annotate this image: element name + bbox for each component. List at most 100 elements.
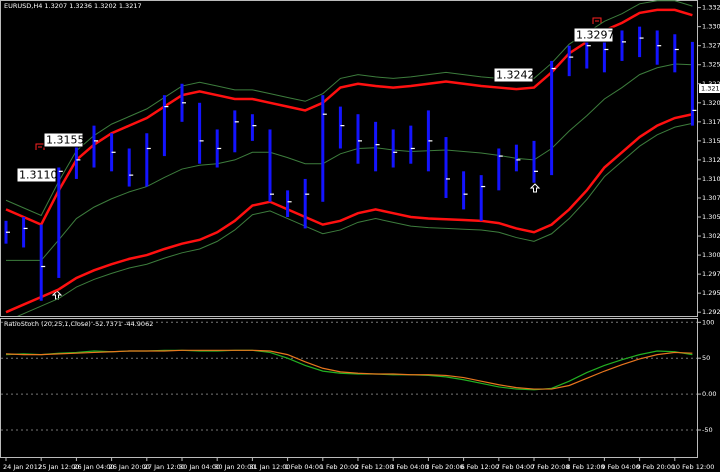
x-tick-label: 27 Jan 12:00 (144, 463, 185, 471)
bar-range (638, 26, 642, 58)
annotation: 1.3110 (19, 169, 58, 182)
bar-range (550, 60, 554, 176)
bar-range (268, 129, 272, 202)
bar-range (673, 34, 677, 73)
series-line (5, 349, 693, 390)
bar-range (356, 114, 360, 164)
x-tick-label: 31 Jan 12:00 (249, 463, 290, 471)
bar-range (655, 30, 659, 65)
annotation: 1.3242 (496, 69, 535, 82)
bar-range (567, 45, 571, 77)
bar-range (321, 95, 325, 202)
y-tick-label: 1.3150 (702, 137, 720, 145)
bar-range (39, 224, 43, 301)
bar-range (690, 41, 694, 126)
y-tick-label: 100 (702, 318, 714, 326)
y-tick-label: 1.2925 (702, 308, 720, 316)
annotation-box (573, 27, 614, 43)
x-tick-label: 30 Jan 04:00 (179, 463, 220, 471)
x-tick-label: 24 Jan 2012 (3, 463, 42, 471)
y-tick-label: 1.3025 (702, 232, 720, 240)
x-tick-label: 30 Jan 20:00 (214, 463, 255, 471)
current-price: 1.3217 (701, 85, 720, 93)
bar-range (532, 140, 536, 183)
y-tick-label: 1.3225 (702, 80, 720, 88)
y-tick-label: 0.00 (702, 390, 716, 398)
bar-range (514, 144, 518, 172)
bar-range (479, 175, 483, 221)
y-tick-label: 1.3175 (702, 118, 720, 126)
series-line (5, 349, 693, 391)
y-tick-label: 1.2975 (702, 270, 720, 278)
bar-range (145, 133, 149, 187)
y-tick-label: 1.3125 (702, 156, 720, 164)
x-tick-label: 1 Feb 20:00 (320, 463, 359, 471)
y-tick-label: 1.3100 (702, 175, 720, 183)
bar-range (620, 30, 624, 61)
bar-range (374, 121, 378, 172)
bar-range (303, 178, 307, 229)
x-tick-label: 8 Feb 12:00 (566, 463, 605, 471)
fractal (35, 143, 45, 150)
annotation-box (43, 132, 84, 148)
bar-range (92, 125, 96, 168)
bar-range (162, 95, 166, 157)
x-tick-label: 2 Feb 12:00 (355, 463, 394, 471)
y-tick-label: 1.3250 (702, 61, 720, 69)
x-tick-label: 1 Feb 04:00 (285, 463, 324, 471)
x-tick-label: 3 Feb 20:00 (425, 463, 464, 471)
bar-range (198, 102, 202, 164)
x-tick-label: 3 Feb 04:00 (390, 463, 429, 471)
annotation: 1.3297 (576, 29, 615, 42)
indicator-title: RatioStoch (20,25,1,Close) -52.7371 -44.… (4, 320, 153, 328)
series-line (6, 63, 693, 261)
bar-range (250, 114, 254, 141)
y-tick-label: 1.3300 (702, 23, 720, 31)
x-tick-label: 9 Feb 20:00 (637, 463, 676, 471)
bar-range (127, 148, 131, 187)
bar-range (22, 217, 26, 248)
chart-title: EURUSD,H4 1.3207 1.3236 1.3202 1.3217 (4, 2, 142, 10)
bar-range (391, 129, 395, 168)
x-tick-label: 26 Jan 04:00 (73, 463, 114, 471)
series-line (5, 112, 693, 314)
x-tick-label: 25 Jan 12:00 (38, 463, 79, 471)
bar-range (286, 190, 290, 218)
x-tick-label: 26 Jan 20:00 (109, 463, 150, 471)
y-tick-label: 1.2950 (702, 289, 720, 297)
x-tick-label: 7 Feb 20:00 (531, 463, 570, 471)
bar-range (338, 106, 342, 149)
bar-range (57, 167, 61, 278)
x-tick-label: 10 Feb 12:00 (672, 463, 715, 471)
indicator-frame (0, 318, 698, 458)
annotation-box (16, 167, 57, 183)
main-frame (0, 0, 698, 317)
bar-range (409, 125, 413, 164)
y-tick-label: -50 (702, 426, 713, 434)
bar-range (602, 34, 606, 73)
bar-range (462, 171, 466, 210)
y-tick-label: 1.3325 (702, 4, 720, 12)
series-line (17, 122, 693, 316)
bar-range (74, 144, 78, 179)
y-tick-label: 1.3275 (702, 42, 720, 50)
y-tick-label: 1.3075 (702, 194, 720, 202)
x-tick-label: 6 Feb 12:00 (461, 463, 500, 471)
y-tick-label: 1.3200 (702, 99, 720, 107)
bar-range (585, 28, 589, 69)
bar-range (497, 148, 501, 191)
up-arrow (529, 183, 541, 193)
series-line (5, 8, 693, 227)
y-tick-label: 1.3050 (702, 213, 720, 221)
plot-area (5, 349, 693, 391)
annotation-box (493, 67, 534, 83)
fractal (592, 17, 602, 24)
x-tick-label: 9 Feb 04:00 (601, 463, 640, 471)
bar-range (233, 110, 237, 153)
x-tick-label: 7 Feb 04:00 (496, 463, 535, 471)
plot-area (4, 0, 697, 316)
y-tick-label: 50 (702, 354, 710, 362)
bar-range (444, 137, 448, 198)
current-price-box (699, 84, 720, 93)
